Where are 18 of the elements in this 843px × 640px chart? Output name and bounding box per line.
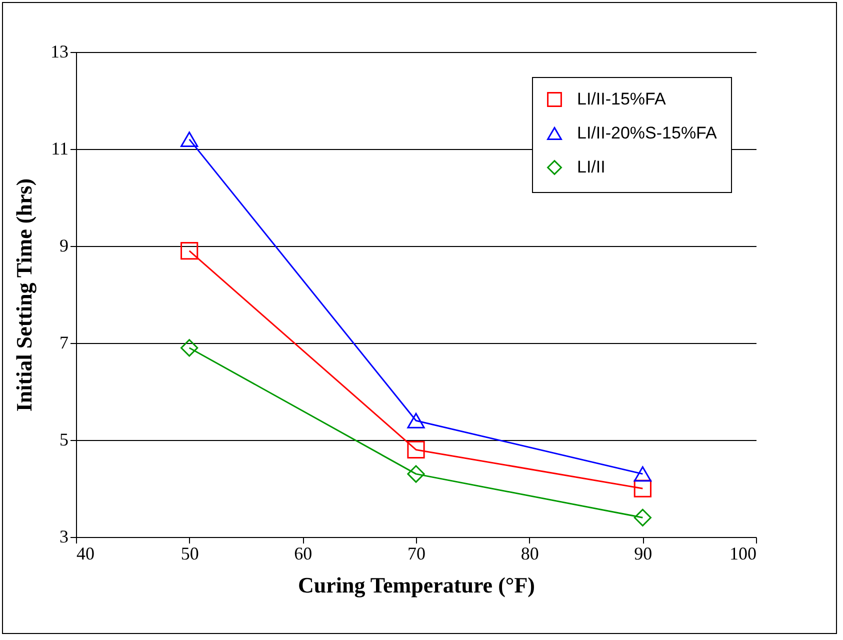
y-tick-label: 9 <box>60 236 68 256</box>
y-tick-label: 5 <box>60 430 68 450</box>
x-tick-label: 80 <box>520 544 539 564</box>
y-axis-title: Initial Setting Time (hrs) <box>12 178 36 412</box>
y-tick-label: 11 <box>51 138 68 158</box>
legend-label: LI/II <box>577 158 606 176</box>
y-tick-label: 3 <box>60 526 68 546</box>
x-axis-title: Curing Temperature (°F) <box>298 572 535 598</box>
legend-label: LI/II-15%FA <box>577 90 666 108</box>
x-tick-label: 70 <box>408 544 426 564</box>
y-tick-label: 7 <box>60 332 68 352</box>
legend-label: LI/II-20%S-15%FA <box>577 124 718 142</box>
x-tick-label: 50 <box>180 544 199 564</box>
x-tick-label: 90 <box>634 544 652 564</box>
x-tick-label: 60 <box>294 544 312 564</box>
x-tick-label: 100 <box>730 544 756 564</box>
x-tick-label: 40 <box>76 544 94 564</box>
y-tick-label: 13 <box>50 42 68 62</box>
